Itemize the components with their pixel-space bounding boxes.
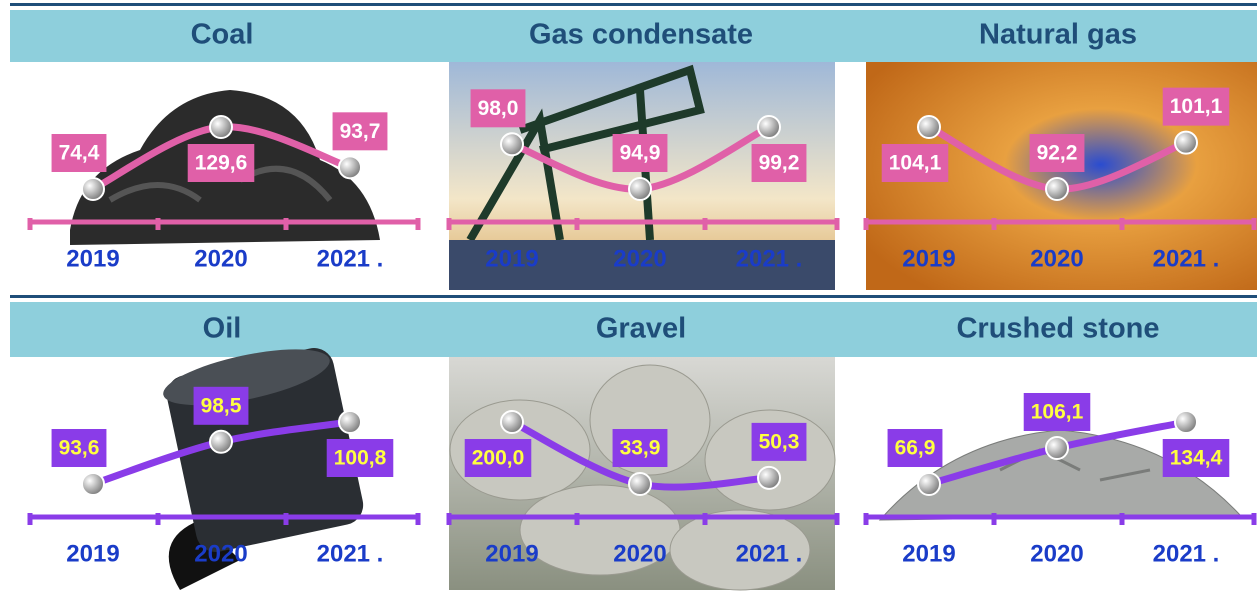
data-point <box>1175 132 1197 154</box>
value-label: 94,9 <box>620 142 661 165</box>
data-point <box>629 178 651 200</box>
value-label: 134,4 <box>1170 447 1223 470</box>
chart-title: Gas condensate <box>529 19 753 51</box>
data-point <box>339 411 361 433</box>
chart-title: Gravel <box>596 313 686 345</box>
data-point <box>758 116 780 138</box>
year-label: 2019 <box>485 540 538 567</box>
year-label: 2021 . <box>1153 540 1220 567</box>
year-label: 2019 <box>902 540 955 567</box>
chart-title: Natural gas <box>979 19 1137 51</box>
year-label: 2020 <box>613 540 666 567</box>
year-label: 2021 . <box>1153 245 1220 272</box>
value-label: 74,4 <box>59 142 100 165</box>
year-label: 2021 . <box>736 245 803 272</box>
year-label: 2021 . <box>736 540 803 567</box>
year-label: 2020 <box>1030 245 1083 272</box>
data-point <box>501 133 523 155</box>
year-label: 2020 <box>194 540 247 567</box>
year-label: 2019 <box>66 245 119 272</box>
value-label: 99,2 <box>759 152 800 175</box>
data-point <box>758 467 780 489</box>
data-point <box>629 473 651 495</box>
chart-title: Oil <box>203 313 242 345</box>
year-label: 2019 <box>485 245 538 272</box>
year-label: 2021 . <box>317 245 384 272</box>
chart-title: Crushed stone <box>956 313 1159 345</box>
value-label: 92,2 <box>1037 142 1078 165</box>
value-label: 101,1 <box>1170 95 1223 118</box>
data-point <box>339 156 361 178</box>
data-point <box>210 116 232 138</box>
data-point <box>210 431 232 453</box>
value-label: 200,0 <box>472 447 525 470</box>
year-label: 2020 <box>1030 540 1083 567</box>
year-label: 2021 . <box>317 540 384 567</box>
value-label: 98,0 <box>478 97 519 120</box>
value-label: 33,9 <box>620 437 661 460</box>
separator <box>10 295 1257 298</box>
value-label: 98,5 <box>201 394 242 417</box>
infographic: Coal 2019 2020 2021 . 74,4 129,6 93,7 Gas conde… <box>0 0 1257 595</box>
value-label: 129,6 <box>195 152 248 175</box>
value-label: 93,7 <box>340 120 381 143</box>
data-point <box>501 411 523 433</box>
year-label: 2020 <box>194 245 247 272</box>
year-label: 2019 <box>902 245 955 272</box>
value-label: 106,1 <box>1031 401 1084 424</box>
chart-title: Coal <box>191 19 254 51</box>
data-point <box>1175 411 1197 433</box>
separator <box>10 3 1257 6</box>
data-point <box>918 473 940 495</box>
data-point <box>82 473 104 495</box>
data-point <box>918 116 940 138</box>
value-label: 104,1 <box>889 152 942 175</box>
value-label: 100,8 <box>334 447 387 470</box>
data-point <box>1046 178 1068 200</box>
year-label: 2019 <box>66 540 119 567</box>
value-label: 66,9 <box>895 437 936 460</box>
data-point <box>1046 437 1068 459</box>
value-label: 93,6 <box>59 437 100 460</box>
data-point <box>82 178 104 200</box>
value-label: 50,3 <box>759 430 800 453</box>
year-label: 2020 <box>613 245 666 272</box>
